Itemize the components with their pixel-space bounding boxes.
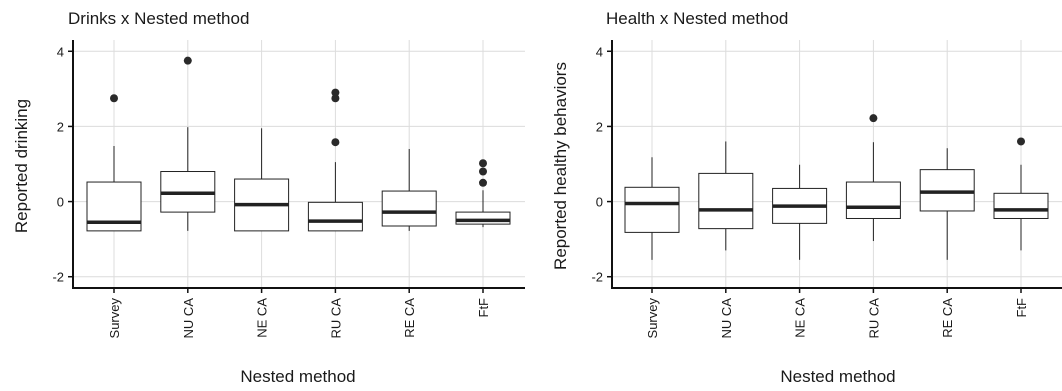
health-y-tick-label: -2 — [591, 270, 603, 285]
health-y-tick-label: 2 — [596, 119, 603, 134]
drinks-y-tick-label: -2 — [52, 270, 64, 285]
drinks-y-ticks: -2 0 2 4 — [52, 44, 73, 285]
health-panel-title: Health x Nested method — [606, 9, 788, 28]
drinks-x-axis-title: Nested method — [240, 367, 355, 386]
health-y-ticks: -2 0 2 4 — [591, 44, 612, 285]
drinks-box-nu-ca — [160, 56, 216, 231]
health-gridlines — [612, 40, 1062, 288]
outlier-point — [183, 56, 192, 65]
drinks-y-tick-label: 4 — [57, 44, 64, 59]
drinks-box-ftf — [455, 159, 511, 228]
health-y-tick-label: 0 — [596, 195, 603, 210]
outlier-point — [869, 114, 878, 123]
health-panel: Health x Nested method Reported healthy … — [551, 9, 1062, 386]
iqr-box — [624, 186, 680, 233]
outlier-point — [110, 94, 118, 103]
drinks-x-tick-label: RE CA — [402, 298, 417, 338]
drinks-y-axis-title: Reported drinking — [12, 99, 31, 233]
outlier-point — [331, 138, 340, 147]
iqr-box — [919, 169, 975, 212]
drinks-box-re-ca — [381, 148, 437, 231]
drinks-x-ticks: Survey NU CA NE CA RU CA RE CA FtF — [107, 288, 491, 338]
health-x-tick-label: FtF — [1014, 298, 1029, 318]
health-box-nu-ca — [698, 141, 754, 251]
health-y-tick-label: 4 — [596, 44, 603, 59]
drinks-box-ru-ca — [307, 88, 363, 232]
iqr-box — [993, 192, 1049, 219]
outlier-point — [479, 167, 487, 176]
iqr-box — [698, 172, 754, 230]
health-box-ru-ca — [845, 114, 901, 242]
health-y-axis-title: Reported healthy behaviors — [551, 62, 570, 270]
iqr-box — [307, 201, 363, 232]
drinks-y-tick-label: 2 — [57, 119, 64, 134]
iqr-box — [845, 181, 901, 219]
drinks-gridlines — [73, 40, 525, 288]
health-x-tick-label: RE CA — [940, 298, 955, 338]
drinks-y-tick-label: 0 — [57, 195, 64, 210]
health-boxplots — [624, 114, 1049, 260]
outlier-point — [479, 159, 487, 168]
drinks-boxplots — [86, 56, 511, 232]
health-box-survey — [624, 157, 680, 260]
iqr-box — [381, 190, 437, 227]
drinks-x-tick-label: Survey — [107, 298, 122, 339]
drinks-x-tick-label: NE CA — [255, 298, 270, 338]
drinks-x-tick-label: NU CA — [181, 298, 196, 339]
health-x-tick-label: NE CA — [793, 298, 808, 338]
drinks-box-ne-ca — [234, 128, 290, 232]
health-box-ftf — [993, 137, 1049, 251]
drinks-box-survey — [86, 94, 142, 232]
health-x-tick-label: RU CA — [866, 298, 881, 339]
health-box-re-ca — [919, 148, 975, 260]
drinks-x-tick-label: FtF — [476, 298, 491, 318]
outlier-point — [1017, 137, 1025, 146]
health-x-ticks: Survey NU CA NE CA RU CA RE CA FtF — [645, 288, 1029, 338]
outlier-point — [331, 88, 340, 97]
drinks-panel-title: Drinks x Nested method — [68, 9, 249, 28]
drinks-x-tick-label: RU CA — [328, 298, 343, 339]
outlier-point — [479, 178, 487, 187]
outlier-point — [331, 94, 340, 103]
health-x-tick-label: NU CA — [719, 298, 734, 339]
iqr-box — [455, 211, 511, 225]
health-box-ne-ca — [772, 164, 828, 260]
drinks-panel: Drinks x Nested method Reported drinking… — [12, 9, 525, 386]
health-x-tick-label: Survey — [645, 298, 660, 339]
health-x-axis-title: Nested method — [780, 367, 895, 386]
